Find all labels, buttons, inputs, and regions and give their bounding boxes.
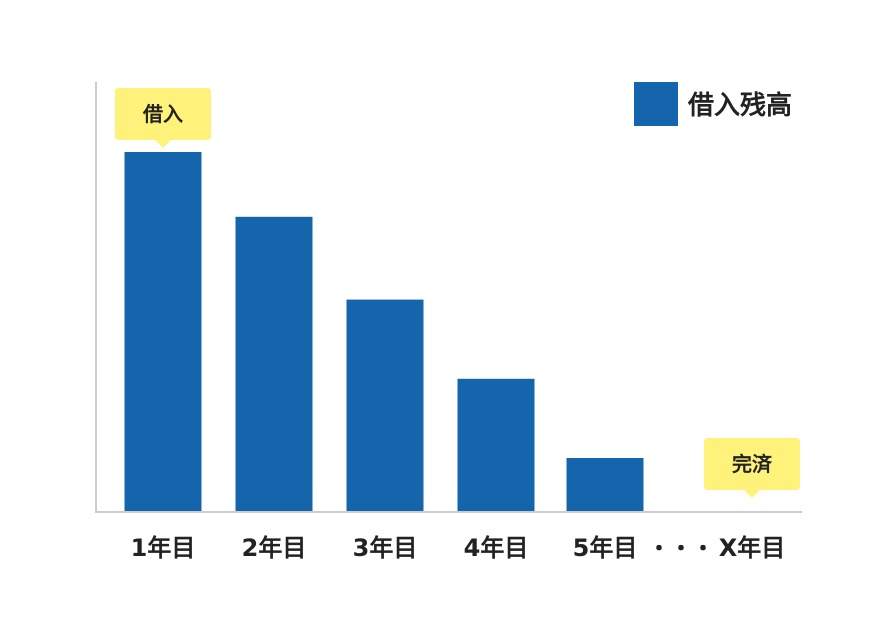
x-tick-label: 4年目 <box>464 534 529 562</box>
bar-1 <box>124 152 202 512</box>
x-tick-label: 1年目 <box>131 534 196 562</box>
legend: 借入残高 <box>634 82 792 126</box>
x-tick-label: 3年目 <box>353 534 418 562</box>
x-tick-label: X年目 <box>719 534 786 562</box>
bar-2 <box>235 216 313 513</box>
x-tick-labels: 1年目 2年目 3年目 4年目 5年目 X年目 <box>131 534 786 562</box>
callout-bubble <box>704 438 800 498</box>
callout-bubble <box>115 88 211 148</box>
callout-2: 完済 <box>704 438 800 498</box>
bar-4 <box>457 378 535 512</box>
axis-ellipsis: ・・・ <box>648 537 714 562</box>
callout-label: 借入 <box>142 102 183 126</box>
legend-label: 借入残高 <box>687 90 792 121</box>
callout-label: 完済 <box>732 452 773 476</box>
callout-1: 借入 <box>115 88 211 148</box>
bar-5 <box>566 458 644 512</box>
bar-3 <box>346 299 424 512</box>
bars-group <box>124 152 644 513</box>
legend-swatch <box>634 82 678 126</box>
x-tick-label: 2年目 <box>242 534 307 562</box>
x-tick-label: 5年目 <box>573 534 638 562</box>
